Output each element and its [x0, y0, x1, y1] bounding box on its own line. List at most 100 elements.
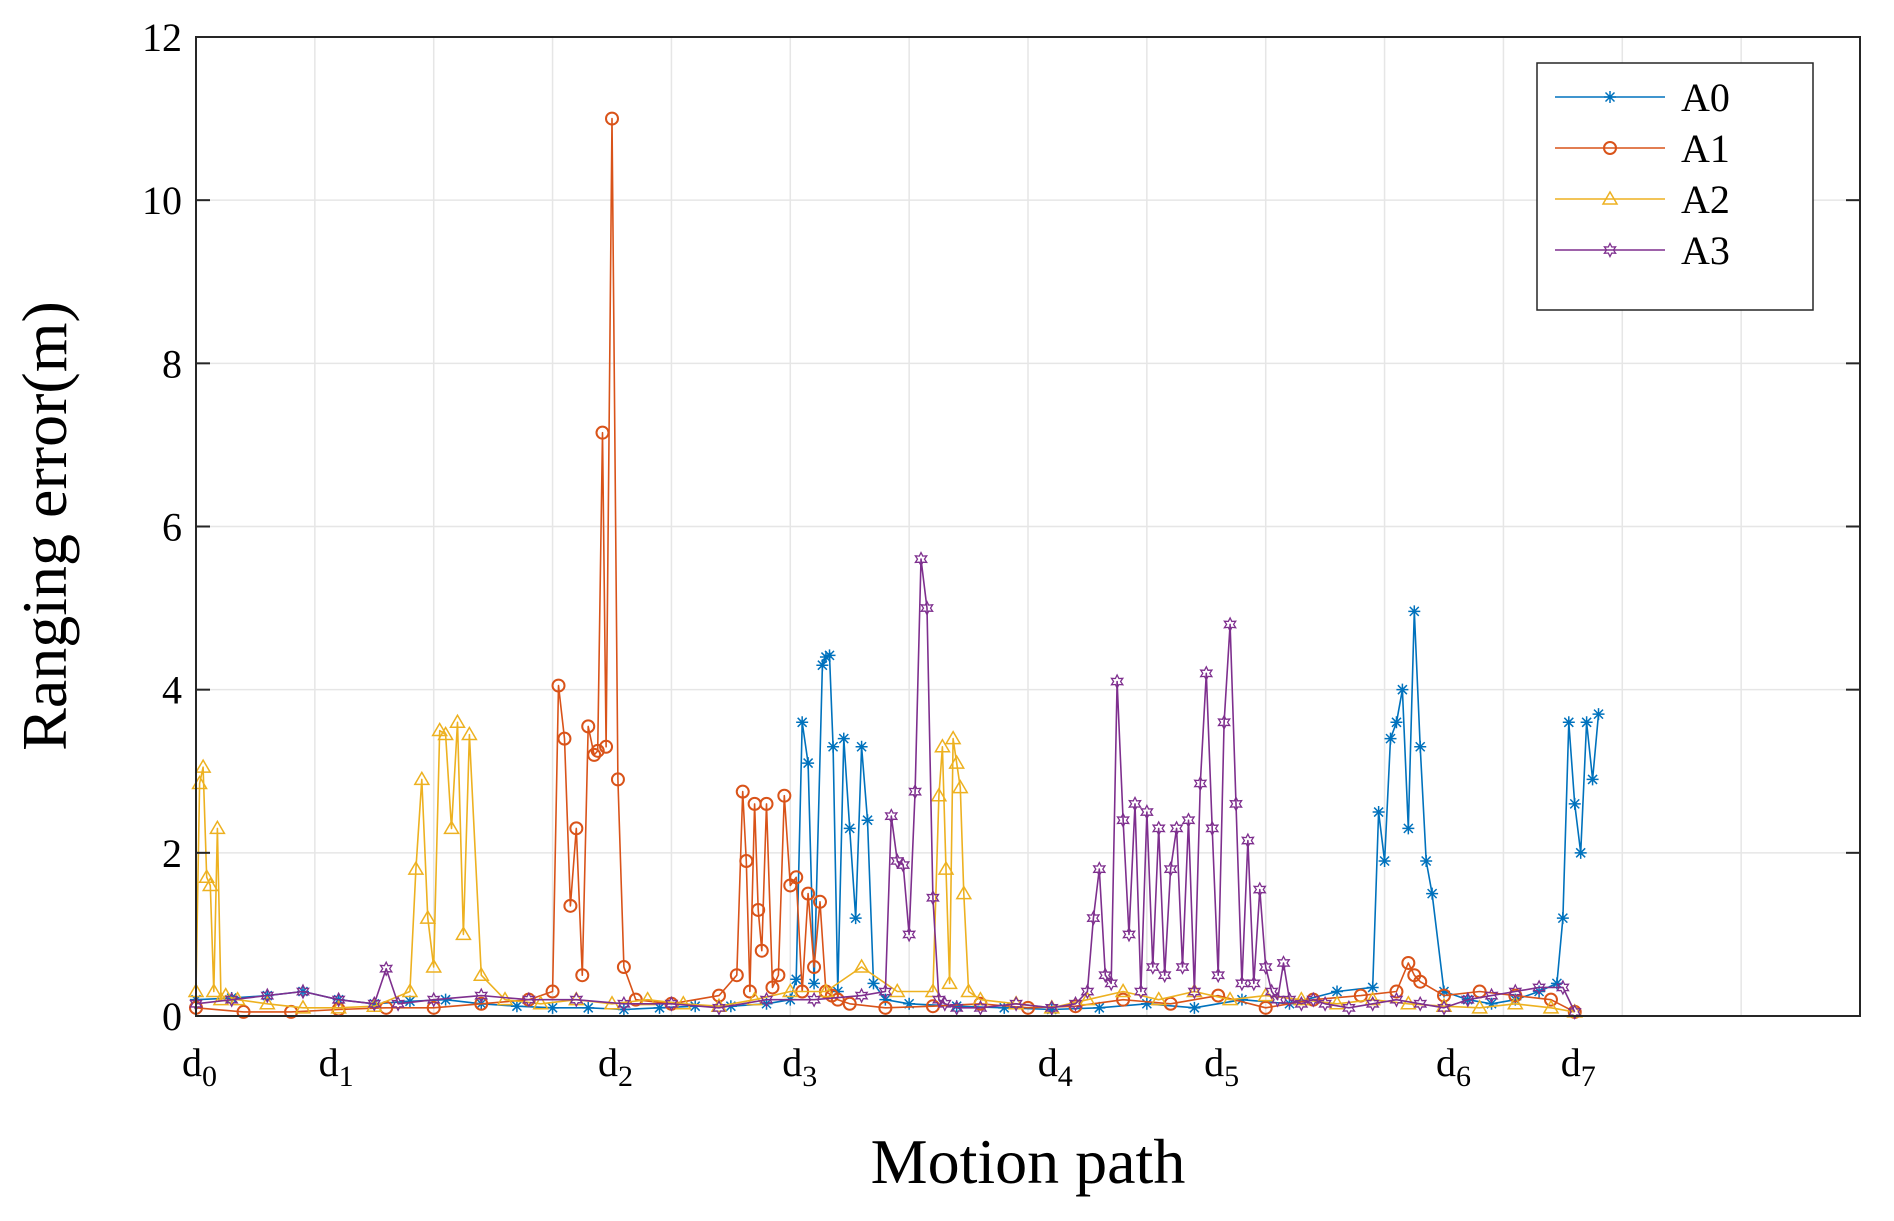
data-point-a2 [1150, 991, 1168, 1006]
data-point-a3 [1342, 999, 1356, 1016]
data-point-a3 [1193, 775, 1208, 792]
data-point-a0 [1384, 732, 1397, 745]
data-point-a3 [1199, 665, 1214, 682]
data-point-a1 [545, 984, 560, 999]
data-point-a3 [931, 991, 946, 1008]
data-point-a3 [890, 853, 905, 869]
data-point-a0 [1366, 981, 1379, 994]
data-point-a3 [1169, 820, 1184, 837]
data-point-a2 [951, 779, 969, 794]
data-point-a0 [861, 814, 874, 827]
data-point-a3 [367, 995, 382, 1012]
data-point-a1 [751, 902, 766, 917]
data-point-a2 [937, 860, 955, 875]
data-point-a2 [472, 966, 490, 981]
data-point-a0 [1574, 846, 1587, 859]
data-point-a3 [1258, 959, 1273, 975]
data-point-a0 [808, 977, 821, 990]
data-point-a3 [1306, 991, 1321, 1008]
data-point-a1 [599, 739, 614, 754]
data-point-a3 [949, 999, 964, 1016]
y-tick-label: 10 [142, 178, 182, 223]
data-point-a0 [843, 822, 856, 835]
data-point-a0 [1235, 993, 1248, 1006]
x-tick-label: d1 [319, 1040, 354, 1093]
data-point-a2 [443, 819, 460, 835]
data-point-a0 [1533, 985, 1546, 998]
data-point-a2 [746, 991, 763, 1006]
data-point-a3 [1532, 979, 1546, 996]
data-point-a3 [521, 991, 536, 1008]
data-point-a2 [407, 860, 425, 875]
data-point-a2 [419, 909, 437, 924]
data-point-a2 [431, 721, 448, 737]
data-point-a0 [1372, 806, 1385, 819]
data-point-a2 [449, 713, 466, 729]
data-point-a1 [771, 968, 786, 983]
data-point-a3 [1134, 983, 1148, 1000]
data-point-a0 [1562, 716, 1575, 729]
data-point-a3 [926, 889, 940, 906]
data-point-a2 [972, 991, 989, 1006]
legend-marker-a2 [1601, 190, 1619, 205]
data-point-a3 [1217, 714, 1231, 731]
data-point-a3 [569, 991, 584, 1008]
legend-marker-a0 [1604, 91, 1616, 103]
data-point-a1 [754, 943, 769, 958]
data-point-a0 [855, 740, 868, 753]
data-point-a1 [581, 719, 596, 734]
data-point-a3 [759, 991, 774, 1008]
data-point-a0 [1509, 993, 1522, 1006]
data-point-a1 [1389, 984, 1404, 999]
legend: A0 A1 A2 A3 [1536, 62, 1814, 311]
data-point-a3 [1122, 926, 1136, 943]
x-axis-label: Motion path [871, 1126, 1186, 1197]
series-line-a1 [195, 117, 1576, 1013]
data-point-a0 [950, 1000, 963, 1013]
data-point-a0 [1550, 977, 1563, 990]
data-point-a3 [1157, 967, 1172, 984]
data-point-a1 [735, 784, 750, 799]
data-point-a0 [1331, 985, 1344, 998]
data-point-a1 [610, 772, 625, 787]
data-point-a3 [807, 991, 821, 1008]
x-tick-label: d5 [1204, 1040, 1239, 1093]
data-point-a0 [1414, 740, 1427, 753]
data-point-a3 [914, 551, 928, 568]
legend-label: A2 [1681, 177, 1730, 222]
data-point-a2 [455, 925, 472, 941]
data-point-a1 [605, 111, 619, 126]
data-point-a3 [1187, 983, 1202, 1000]
data-point-a3 [296, 983, 310, 1000]
data-point-a1 [789, 870, 804, 885]
data-point-a3 [617, 995, 631, 1012]
data-point-a1 [842, 996, 857, 1011]
data-point-a0 [837, 732, 850, 745]
data-point-a0 [879, 993, 892, 1006]
data-point-a3 [1128, 795, 1142, 812]
data-point-a0 [760, 997, 773, 1010]
data-point-a0 [903, 997, 916, 1010]
y-tick-label: 4 [162, 668, 182, 713]
x-tick-label: d4 [1038, 1040, 1073, 1093]
data-point-a0 [1568, 797, 1581, 810]
data-point-a3 [884, 808, 899, 825]
data-point-a3 [1175, 959, 1190, 975]
data-point-a1 [813, 894, 827, 909]
data-point-a2 [853, 958, 870, 973]
data-point-a3 [1110, 673, 1125, 690]
data-point-a1 [474, 996, 489, 1011]
data-point-a3 [260, 987, 275, 1004]
data-point-a3 [664, 995, 679, 1012]
data-point-a3 [1104, 975, 1119, 992]
data-point-a0 [1188, 1001, 1201, 1014]
y-tick-label: 0 [162, 994, 182, 1039]
data-point-a3 [1205, 820, 1220, 837]
data-point-a0 [1420, 854, 1433, 867]
data-point-a0 [802, 757, 815, 770]
data-point-a0 [849, 912, 862, 925]
data-point-a3 [426, 991, 441, 1008]
data-point-a0 [1586, 773, 1599, 786]
y-axis-ticks: 0 2 4 6 8 10 12 [142, 15, 1860, 1039]
data-point-a2 [330, 999, 347, 1014]
